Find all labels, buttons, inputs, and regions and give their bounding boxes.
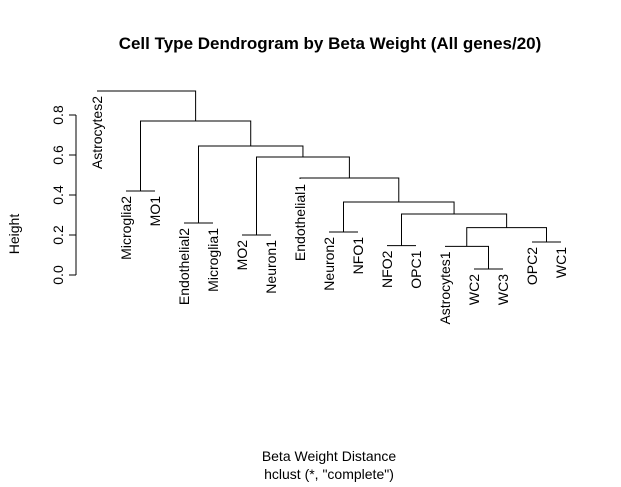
leaf-label: WC1 [553,247,569,278]
leaf-label: Neuron2 [321,237,337,291]
dendrogram-link [466,227,547,247]
y-tick-label: 0.2 [50,225,66,245]
leaf-label: NFO2 [379,250,395,288]
y-tick-label: 0.8 [50,105,66,125]
leaf-label: Endothelial2 [176,228,192,305]
leaf-label: WC3 [495,274,511,305]
leaf-label: Microglia2 [118,196,134,260]
dendrogram-link [97,90,197,121]
dendrogram-link [401,213,508,246]
leaf-label: Endothelial1 [292,184,308,261]
dendrogram-link [445,245,489,269]
dendrogram-link [140,120,252,191]
y-tick-label: 0.0 [50,265,66,285]
leaf-label: MO1 [147,196,163,227]
leaf-label: Neuron1 [263,240,279,294]
x-axis-sublabel: hclust (*, "complete") [264,466,394,482]
leaf-label: Astrocytes2 [89,96,105,169]
chart-title: Cell Type Dendrogram by Beta Weight (All… [119,34,542,53]
dendrogram-links [97,90,561,270]
y-axis-label: Height [6,214,22,255]
leaf-label: OPC1 [408,250,424,288]
y-tick-label: 0.4 [50,185,66,205]
leaf-label: Astrocytes1 [437,251,453,324]
leaf-label: NFO1 [350,237,366,275]
leaf-label: WC2 [466,274,482,305]
y-tick-label: 0.6 [50,145,66,165]
dendrogram-link [343,201,455,232]
leaf-label: Microglia1 [205,228,221,292]
y-axis: 0.0 0.2 0.4 0.6 0.8 [50,105,77,285]
leaf-labels: Astrocytes2 Microglia2 MO1 Endothelial2 Micr… [89,96,569,325]
leaf-label: OPC2 [524,247,540,285]
dendrogram-link [198,145,304,223]
dendrogram-link [299,177,400,202]
x-axis-label: Beta Weight Distance [262,448,397,464]
leaf-label: MO2 [234,240,250,271]
